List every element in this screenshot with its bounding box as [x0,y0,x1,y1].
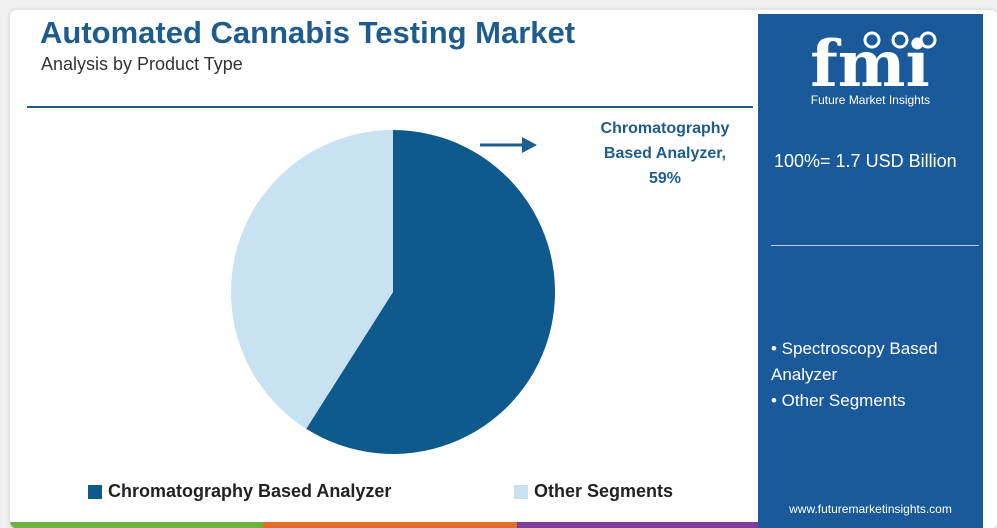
website-link[interactable]: www.futuremarketinsights.com [789,502,952,516]
pie-data-label-line-1: Chromatography [600,120,730,137]
info-sidebar: fmi Future Market Insights 100%= 1.7 USD… [758,14,983,528]
title-divider [27,106,753,108]
bottom-bar-segment [10,522,264,528]
sidebar-divider [771,245,979,246]
other-segment-item: • Spectroscopy Based Analyzer [771,339,938,384]
bottom-color-bar [10,522,770,528]
legend-item-chromatography: Chromatography Based Analyzer [88,481,391,502]
logo-text: fmi [810,27,930,94]
pie-data-label-line-3: 59% [648,170,682,187]
pie-data-label-line-2: Based Analyzer, [603,145,727,162]
bottom-bar-segment [263,522,517,528]
chart-card: Automated Cannabis Testing Market Analys… [10,10,997,528]
logo-dot-icon [863,31,881,49]
other-segments-list: • Spectroscopy Based Analyzer • Other Se… [771,336,976,414]
pie-slice-chromatography-based-analyzer [306,130,556,455]
pie-slice-other-segments [231,130,393,429]
pie-data-label: Chromatography Based Analyzer, 59% [570,116,760,191]
other-segment-item: • Other Segments [771,391,906,410]
fmi-logo: fmi [810,27,937,94]
legend-label: Other Segments [534,481,674,501]
logo-dot-icon [919,31,937,49]
pie-chart [231,130,556,455]
logo-subtitle: Future Market Insights [810,93,931,107]
legend-swatch [88,484,102,499]
logo-dot-icon [891,31,909,49]
chart-subtitle: Analysis by Product Type [41,54,243,74]
legend-item-other: Other Segments [514,481,673,502]
callout-arrow [480,137,537,153]
chart-title: Automated Cannabis Testing Market [40,15,576,50]
market-total: 100%= 1.7 USD Billion [774,151,957,171]
legend-swatch [514,484,528,499]
bottom-bar-segment [516,522,770,528]
legend-label: Chromatography Based Analyzer [108,481,392,501]
